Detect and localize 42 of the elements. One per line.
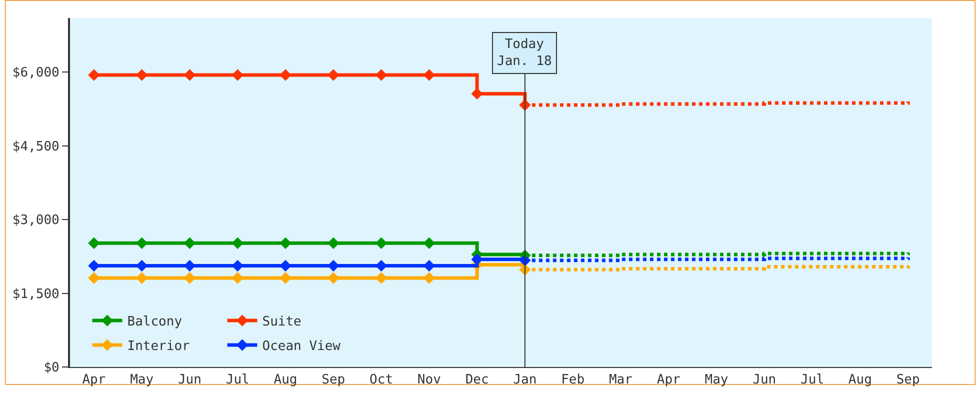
x-tick-label: Jun bbox=[178, 372, 202, 388]
point bbox=[88, 69, 100, 81]
point bbox=[232, 69, 244, 81]
x-tick-label: Jan bbox=[513, 372, 537, 388]
x-tick-label: May bbox=[704, 372, 728, 388]
ref-line-label: Today Jan. 18 bbox=[497, 37, 552, 69]
x-tick-label: Nov bbox=[417, 372, 442, 388]
y-tick-label: $1,500 bbox=[12, 286, 60, 302]
point bbox=[328, 69, 340, 81]
point bbox=[280, 237, 292, 249]
y-tick-label: $6,000 bbox=[12, 66, 60, 81]
point bbox=[232, 272, 244, 284]
x-tick-label: Mar bbox=[608, 372, 633, 388]
legend-label: Ocean View bbox=[262, 339, 341, 354]
x-tick-label: Oct bbox=[370, 372, 394, 388]
x-tick-label: Apr bbox=[82, 372, 106, 388]
x-tick-label: Dec bbox=[465, 372, 489, 388]
point bbox=[88, 272, 100, 284]
point bbox=[328, 272, 340, 284]
y-tick-label: $4,500 bbox=[12, 139, 60, 154]
legend-label: Interior bbox=[127, 339, 190, 354]
point bbox=[328, 237, 340, 249]
x-tick-label: Sep bbox=[322, 372, 346, 388]
legend-label: Balcony bbox=[127, 314, 182, 330]
x-tick-label: Aug bbox=[274, 372, 298, 388]
point bbox=[471, 88, 483, 100]
y-tick-label: $0 bbox=[44, 360, 60, 376]
point bbox=[280, 69, 292, 81]
point bbox=[471, 254, 483, 266]
point bbox=[88, 237, 100, 249]
x-tick-label: Jul bbox=[800, 372, 824, 388]
x-tick-label: Feb bbox=[561, 372, 585, 388]
y-tick-label: $3,000 bbox=[12, 213, 60, 228]
x-tick-label: Apr bbox=[656, 372, 681, 388]
point bbox=[280, 272, 292, 284]
x-tick-label: Aug bbox=[848, 372, 872, 388]
legend-label: Suite bbox=[262, 314, 302, 330]
point bbox=[232, 237, 244, 249]
x-tick-label: May bbox=[130, 372, 154, 388]
x-tick-label: Sep bbox=[896, 372, 920, 388]
x-tick-label: Jul bbox=[226, 372, 250, 388]
x-tick-label: Jun bbox=[752, 372, 776, 388]
